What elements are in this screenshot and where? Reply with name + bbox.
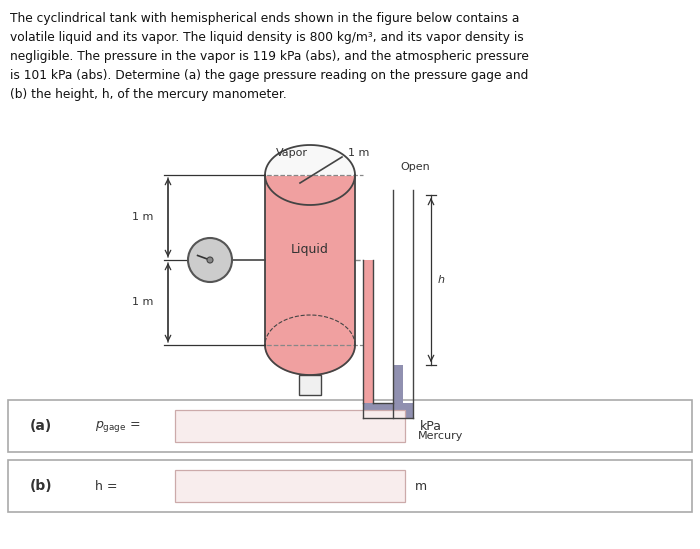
- Text: h =: h =: [95, 479, 118, 492]
- Bar: [363, 403, 413, 418]
- Text: (b) the height, h, of the mercury manometer.: (b) the height, h, of the mercury manome…: [10, 88, 287, 101]
- Bar: [393, 190, 403, 365]
- Bar: [8, 400, 692, 452]
- Text: Liquid: Liquid: [291, 244, 329, 256]
- Bar: [393, 365, 403, 418]
- Text: negligible. The pressure in the vapor is 119 kPa (abs), and the atmospheric pres: negligible. The pressure in the vapor is…: [10, 50, 529, 63]
- Text: Open: Open: [400, 162, 430, 172]
- Text: Vapor: Vapor: [276, 148, 308, 158]
- Circle shape: [188, 238, 232, 282]
- Text: is 101 kPa (abs). Determine (a) the gage pressure reading on the pressure gage a: is 101 kPa (abs). Determine (a) the gage…: [10, 69, 528, 82]
- Bar: [175, 470, 405, 502]
- Text: Mercury: Mercury: [418, 431, 463, 441]
- Text: kPa: kPa: [420, 419, 442, 433]
- Bar: [363, 260, 373, 403]
- Bar: [8, 460, 692, 512]
- Bar: [175, 410, 405, 442]
- Bar: [299, 375, 321, 395]
- Text: h: h: [438, 275, 445, 285]
- Text: (a): (a): [30, 419, 52, 433]
- Text: m: m: [415, 479, 427, 492]
- Bar: [265, 175, 355, 345]
- Text: The cyclindrical tank with hemispherical ends shown in the figure below contains: The cyclindrical tank with hemispherical…: [10, 12, 519, 25]
- Circle shape: [207, 257, 213, 263]
- Polygon shape: [265, 345, 355, 375]
- Text: $p_{\mathregular{gage}}$ =: $p_{\mathregular{gage}}$ =: [95, 418, 141, 434]
- Text: 1 m: 1 m: [132, 297, 154, 307]
- Polygon shape: [265, 145, 355, 175]
- Text: 1 m: 1 m: [348, 148, 370, 158]
- Text: 1 m: 1 m: [132, 212, 154, 222]
- Text: volatile liquid and its vapor. The liquid density is 800 kg/m³, and its vapor de: volatile liquid and its vapor. The liqui…: [10, 31, 524, 44]
- Text: (b): (b): [30, 479, 52, 493]
